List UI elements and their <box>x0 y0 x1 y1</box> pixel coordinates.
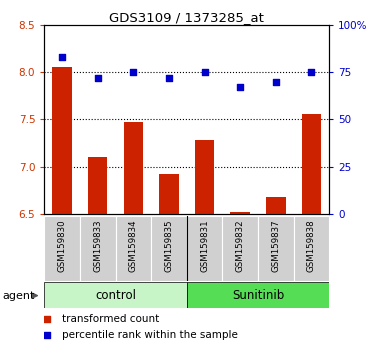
Bar <box>116 216 151 281</box>
Text: GSM159830: GSM159830 <box>58 219 67 272</box>
Bar <box>151 216 187 281</box>
Bar <box>187 282 329 308</box>
Point <box>166 75 172 81</box>
Title: GDS3109 / 1373285_at: GDS3109 / 1373285_at <box>109 11 264 24</box>
Bar <box>88 157 107 214</box>
Text: percentile rank within the sample: percentile rank within the sample <box>62 330 238 341</box>
Bar <box>266 197 286 214</box>
Bar <box>195 140 214 214</box>
Text: GSM159838: GSM159838 <box>307 219 316 272</box>
Bar <box>258 216 294 281</box>
Bar <box>44 282 187 308</box>
Text: GSM159831: GSM159831 <box>200 219 209 272</box>
Text: GSM159834: GSM159834 <box>129 219 138 272</box>
Point <box>308 69 315 75</box>
Bar <box>293 216 329 281</box>
Text: GSM159837: GSM159837 <box>271 219 280 272</box>
Text: GSM159833: GSM159833 <box>93 219 102 272</box>
Point <box>95 75 101 81</box>
Bar <box>124 122 143 214</box>
Point <box>59 54 65 60</box>
Text: GSM159835: GSM159835 <box>164 219 173 272</box>
Bar <box>44 216 80 281</box>
Bar <box>80 216 116 281</box>
Text: GSM159832: GSM159832 <box>236 219 244 272</box>
Bar <box>159 175 179 214</box>
Point <box>44 333 50 338</box>
Point <box>130 69 136 75</box>
Point <box>237 85 243 90</box>
Text: transformed count: transformed count <box>62 314 159 325</box>
Bar <box>52 67 72 214</box>
Text: agent: agent <box>2 291 34 301</box>
Text: Sunitinib: Sunitinib <box>232 289 284 302</box>
Bar <box>187 216 223 281</box>
Bar <box>230 212 250 214</box>
Point <box>44 316 50 322</box>
Point <box>273 79 279 84</box>
Point <box>201 69 208 75</box>
Bar <box>301 114 321 214</box>
Text: control: control <box>95 289 136 302</box>
Bar <box>223 216 258 281</box>
